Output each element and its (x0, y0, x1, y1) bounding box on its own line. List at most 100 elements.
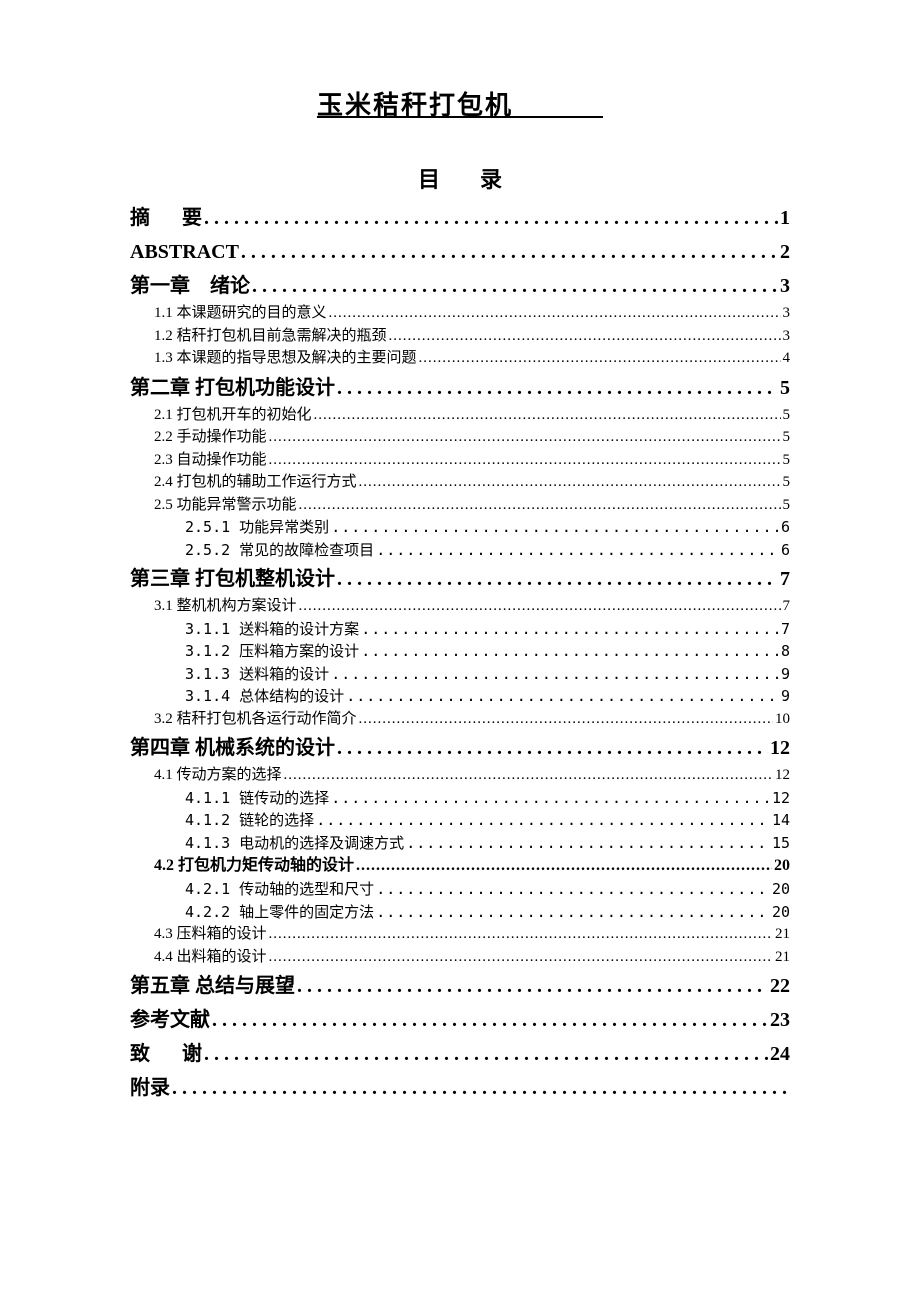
toc-entry-label: 2.5.2 常见的故障检查项目 (185, 539, 374, 562)
toc-entry: 4.1.3 电动机的选择及调速方式15 (130, 832, 790, 855)
toc-entry: 1.2 秸秆打包机目前急需解决的瓶颈 3 (130, 325, 790, 348)
toc-entry-page: 7 (783, 595, 791, 618)
toc-entry-page: 8 (781, 640, 790, 663)
toc-entry-label: 3.1.3 送料箱的设计 (185, 663, 329, 686)
toc-leader-dots (299, 494, 781, 517)
toc-entry-label: 4.1.1 链传动的选择 (185, 787, 329, 810)
toc-leader-dots (419, 347, 781, 370)
toc-leader-dots (331, 516, 779, 539)
toc-entry-page: 7 (781, 618, 790, 641)
toc-entry: 3.1 整机机构方案设计7 (130, 595, 790, 618)
toc-entry-label: 4.3 压料箱的设计 (154, 923, 267, 946)
toc-entry: 3.1.1 送料箱的设计方案7 (130, 618, 790, 641)
toc-entry-label: 附录 (130, 1072, 170, 1104)
toc-entry-label: 1.2 秸秆打包机目前急需解决的瓶颈 (154, 325, 387, 348)
toc-entry-page: 24 (770, 1038, 790, 1070)
toc-entry-label: 4.4 出料箱的设计 (154, 946, 267, 969)
toc-entry: 3.2 秸秆打包机各运行动作简介 10 (130, 708, 790, 731)
toc-entry-label: 2.2 手动操作功能 (154, 426, 267, 449)
title-text: 玉米秸秆打包机 (317, 91, 513, 120)
toc-entry: ABSTRACT 2 (130, 236, 790, 268)
document-title: 玉米秸秆打包机 (130, 85, 790, 122)
toc-entry: 附录 (130, 1072, 790, 1104)
toc-entry: 4.1.1 链传动的选择 12 (130, 787, 790, 810)
toc-entry: 4.1 传动方案的选择12 (130, 764, 790, 787)
toc-entry-page: 10 (775, 708, 790, 731)
toc-entry-label: 2.5.1 功能异常类别 (185, 516, 329, 539)
toc-entry: 2.5.1 功能异常类别 6 (130, 516, 790, 539)
toc-entry-label: ABSTRACT (130, 236, 239, 268)
toc-entry-label: 4.1.2 链轮的选择 (185, 809, 314, 832)
toc-entry-page: 6 (781, 516, 790, 539)
toc-entry: 2.2 手动操作功能 5 (130, 426, 790, 449)
toc-entry-label: 3.1.4 总体结构的设计 (185, 685, 344, 708)
toc-entry-page: 5 (783, 426, 791, 449)
toc-entry-page: 12 (772, 787, 790, 810)
toc-entry: 第三章 打包机整机设计7 (130, 563, 790, 595)
toc-leader-dots (269, 426, 781, 449)
toc-leader-dots (331, 787, 770, 810)
toc-leader-dots (329, 302, 781, 325)
toc-entry-page: 20 (774, 854, 790, 878)
toc-entry: 4.2 打包机力矩传动轴的设计20 (130, 854, 790, 878)
toc-entry-page: 21 (775, 923, 790, 946)
toc-entry-page: 2 (780, 236, 790, 268)
toc-entry: 2.3 自动操作功能 5 (130, 449, 790, 472)
toc-leader-dots (172, 1072, 788, 1104)
toc-entry-label: 第一章 绪论 (130, 270, 250, 302)
toc-entry-page: 3 (783, 325, 791, 348)
toc-entry: 2.5 功能异常警示功能5 (130, 494, 790, 517)
toc-entry: 4.4 出料箱的设计21 (130, 946, 790, 969)
toc-entry-page: 6 (781, 539, 790, 562)
toc-entry-label: 3.2 秸秆打包机各运行动作简介 (154, 708, 357, 731)
toc-entry: 致谢 24 (130, 1038, 790, 1070)
toc-leader-dots (376, 901, 770, 924)
toc-entry: 第一章 绪论3 (130, 270, 790, 302)
toc-entry: 3.1.3 送料箱的设计 9 (130, 663, 790, 686)
toc-entry: 1.3 本课题的指导思想及解决的主要问题4 (130, 347, 790, 370)
toc-entry-page: 5 (783, 494, 791, 517)
toc-entry-label: 参考文献 (130, 1004, 210, 1036)
toc-leader-dots (212, 1004, 768, 1036)
toc-leader-dots (389, 325, 781, 348)
toc-entry-page: 9 (781, 685, 790, 708)
toc-leader-dots (376, 878, 770, 901)
toc-leader-dots (316, 809, 770, 832)
toc-entry-page: 23 (770, 1004, 790, 1036)
toc-entry-label: 2.3 自动操作功能 (154, 449, 267, 472)
toc-leader-dots (241, 236, 778, 268)
toc-entry-label: 4.2.1 传动轴的选型和尺寸 (185, 878, 374, 901)
toc-entry: 4.1.2 链轮的选择14 (130, 809, 790, 832)
toc-leader-dots (297, 970, 768, 1002)
toc-entry-label: 3.1.2 压料箱方案的设计 (185, 640, 359, 663)
toc-entry-label: 第三章 打包机整机设计 (130, 563, 335, 595)
toc-entry-page: 4 (783, 347, 791, 370)
toc-leader-dots (299, 595, 781, 618)
toc-entry: 4.3 压料箱的设计 21 (130, 923, 790, 946)
toc-leader-dots (337, 732, 768, 764)
toc-entry-page: 20 (772, 878, 790, 901)
toc-leader-dots (406, 832, 770, 855)
toc-entry-label: 第四章 机械系统的设计 (130, 732, 335, 764)
toc-entry-label: 第二章 打包机功能设计 (130, 372, 335, 404)
toc-heading: 目录 (130, 162, 790, 194)
toc-entry-label: 致谢 (130, 1038, 202, 1070)
toc-leader-dots (331, 663, 779, 686)
toc-entry-page: 9 (781, 663, 790, 686)
toc-leader-dots (376, 539, 779, 562)
toc-entry: 2.4 打包机的辅助工作运行方式5 (130, 471, 790, 494)
toc-entry-label: 2.1 打包机开车的初始化 (154, 404, 312, 427)
toc-entry-label: 摘要 (130, 202, 202, 234)
toc-entry-page: 5 (783, 404, 791, 427)
toc-leader-dots (314, 404, 781, 427)
toc-entry: 3.1.2 压料箱方案的设计 8 (130, 640, 790, 663)
toc-entry-label: 4.2.2 轴上零件的固定方法 (185, 901, 374, 924)
table-of-contents: 摘要1ABSTRACT2第一章 绪论31.1 本课题研究的目的意义31.2 秸秆… (130, 202, 790, 1104)
toc-entry-page: 1 (780, 202, 790, 234)
toc-entry-page: 5 (783, 449, 791, 472)
toc-entry-page: 12 (770, 732, 790, 764)
toc-leader-dots (361, 640, 779, 663)
toc-entry-page: 15 (772, 832, 790, 855)
toc-leader-dots (284, 764, 773, 787)
toc-leader-dots (269, 449, 781, 472)
